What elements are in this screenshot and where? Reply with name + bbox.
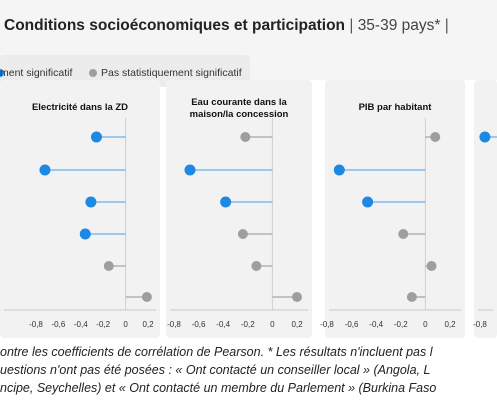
lollipop-dot	[426, 261, 437, 271]
header-band: Conditions socioéconomiques et participa…	[0, 0, 497, 87]
lollipop-dot	[85, 196, 97, 208]
chart-area: nièresctionsà uneutaireautresblèmeacté u…	[0, 80, 497, 338]
x-tick-label: 0	[423, 320, 428, 329]
lollipop-dot	[141, 292, 152, 302]
x-tick-label: -0,2	[96, 320, 110, 329]
panel-background	[474, 80, 497, 338]
lollipop-dot	[103, 261, 114, 271]
lollipop-dot	[333, 164, 345, 176]
note-line-3: ncipe, Seychelles) et « Ont contacté un …	[0, 381, 437, 395]
legend-label-significant: ment significatif	[0, 67, 73, 79]
x-tick-label: -0,2	[241, 320, 255, 329]
x-tick-label: -0,2	[394, 320, 408, 329]
lollipop-dot	[240, 132, 251, 142]
lollipop-dot	[362, 196, 374, 208]
lollipop-dot	[237, 229, 248, 239]
lollipop-dot	[430, 132, 441, 142]
x-tick-label: -0,6	[192, 320, 206, 329]
x-tick-label: -0,6	[345, 320, 359, 329]
panel-background	[325, 80, 465, 338]
x-tick-label: 0,2	[291, 320, 303, 329]
x-tick-label: -0,8	[167, 320, 181, 329]
panel-title: Electricité dans la ZD	[32, 102, 128, 113]
lollipop-dot	[220, 196, 232, 208]
panel-background	[166, 80, 312, 338]
legend-label-not-significant: Pas statistiquement significatif	[101, 67, 242, 79]
lollipop-dot	[184, 164, 196, 176]
x-tick-label: -0,4	[74, 320, 88, 329]
x-tick-label: 0,2	[444, 320, 456, 329]
lollipop-dot	[90, 131, 102, 143]
x-tick-label: -0,8	[473, 320, 487, 329]
panel-title: PIB par habitant	[359, 102, 433, 113]
title-separator-2: |	[444, 17, 449, 34]
x-tick-label: -0,8	[320, 320, 334, 329]
lollipop-dot	[79, 228, 91, 240]
lollipop-dot	[292, 292, 302, 302]
panel-background	[0, 80, 160, 338]
x-tick-label: 0	[270, 320, 275, 329]
x-tick-label: -0,6	[52, 320, 66, 329]
lollipop-dot	[251, 261, 262, 271]
x-tick-label: 0,2	[142, 320, 154, 329]
title-countries: 35-39 pays*	[357, 17, 441, 34]
lollipop-dot	[39, 164, 51, 176]
x-tick-label: -0,8	[29, 320, 43, 329]
x-tick-label: 0	[123, 320, 128, 329]
lollipop-dot	[406, 292, 417, 302]
panel-title: maison/la concession	[190, 109, 289, 120]
title-main: Conditions socioéconomiques et participa…	[4, 17, 346, 34]
panel-title: Eau courante dans la	[191, 97, 287, 108]
x-tick-label: -0,4	[369, 320, 383, 329]
note-line-2: uestions n'ont pas été posées : « Ont co…	[0, 363, 431, 377]
legend-dot-significant	[0, 69, 4, 77]
legend-dot-not-significant	[89, 69, 97, 77]
note-line-1: ontre les coefficients de corrélation de…	[0, 345, 433, 359]
lollipop-dot	[398, 229, 409, 239]
x-tick-label: -0,4	[216, 320, 230, 329]
title-separator: |	[349, 17, 354, 34]
lollipop-dot	[479, 131, 491, 143]
page-title: Conditions socioéconomiques et participa…	[4, 17, 449, 35]
